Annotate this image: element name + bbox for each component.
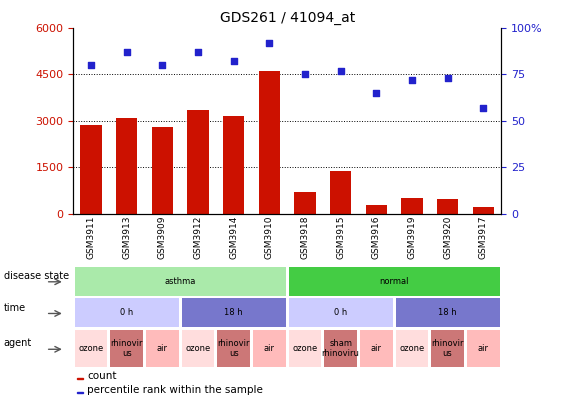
Bar — [396, 298, 499, 327]
Bar — [78, 377, 83, 379]
Bar — [365, 204, 387, 214]
Bar — [182, 298, 285, 327]
Bar — [223, 116, 244, 214]
Bar — [289, 330, 321, 367]
Bar — [75, 267, 285, 296]
Text: 0 h: 0 h — [334, 308, 347, 317]
Text: asthma: asthma — [164, 277, 196, 286]
Point — [301, 71, 310, 77]
Text: ozone: ozone — [78, 344, 104, 353]
Bar — [81, 126, 102, 214]
Text: ozone: ozone — [399, 344, 425, 353]
Text: percentile rank within the sample: percentile rank within the sample — [87, 385, 263, 395]
Bar — [437, 199, 458, 214]
Text: sham
rhinoviru: sham rhinoviru — [321, 339, 360, 358]
Point — [87, 62, 96, 68]
Text: rhinovir
us: rhinovir us — [110, 339, 143, 358]
Text: air: air — [371, 344, 382, 353]
Bar — [78, 392, 83, 393]
Bar — [110, 330, 143, 367]
Bar — [324, 330, 357, 367]
Point — [336, 67, 345, 74]
Bar — [401, 198, 423, 214]
Text: rhinovir
us: rhinovir us — [217, 339, 250, 358]
Point — [372, 89, 381, 96]
Text: ozone: ozone — [185, 344, 211, 353]
Bar — [258, 71, 280, 214]
Text: air: air — [157, 344, 168, 353]
Text: normal: normal — [379, 277, 409, 286]
Bar — [146, 330, 178, 367]
Bar — [472, 207, 494, 214]
Bar — [396, 330, 428, 367]
Bar — [294, 192, 316, 214]
Point — [194, 49, 203, 55]
Text: disease state: disease state — [3, 271, 69, 282]
Bar — [217, 330, 250, 367]
Point — [265, 40, 274, 46]
Point — [158, 62, 167, 68]
Bar — [75, 330, 108, 367]
Text: air: air — [264, 344, 275, 353]
Text: rhinovir
us: rhinovir us — [431, 339, 464, 358]
Bar — [187, 110, 209, 214]
Bar — [330, 171, 351, 214]
Text: count: count — [87, 371, 117, 381]
Bar — [253, 330, 285, 367]
Bar — [182, 330, 215, 367]
Text: time: time — [3, 303, 26, 313]
Bar — [431, 330, 464, 367]
Point — [408, 77, 417, 83]
Bar — [75, 298, 178, 327]
Bar — [151, 127, 173, 214]
Point — [122, 49, 131, 55]
Bar — [289, 267, 499, 296]
Bar — [289, 298, 392, 327]
Text: air: air — [478, 344, 489, 353]
Title: GDS261 / 41094_at: GDS261 / 41094_at — [220, 11, 355, 25]
Bar — [467, 330, 499, 367]
Point — [479, 105, 488, 111]
Text: 18 h: 18 h — [438, 308, 457, 317]
Bar — [360, 330, 392, 367]
Text: agent: agent — [3, 337, 32, 348]
Bar — [116, 118, 137, 214]
Text: 18 h: 18 h — [224, 308, 243, 317]
Point — [229, 58, 238, 65]
Text: 0 h: 0 h — [120, 308, 133, 317]
Point — [443, 75, 452, 81]
Text: ozone: ozone — [292, 344, 318, 353]
